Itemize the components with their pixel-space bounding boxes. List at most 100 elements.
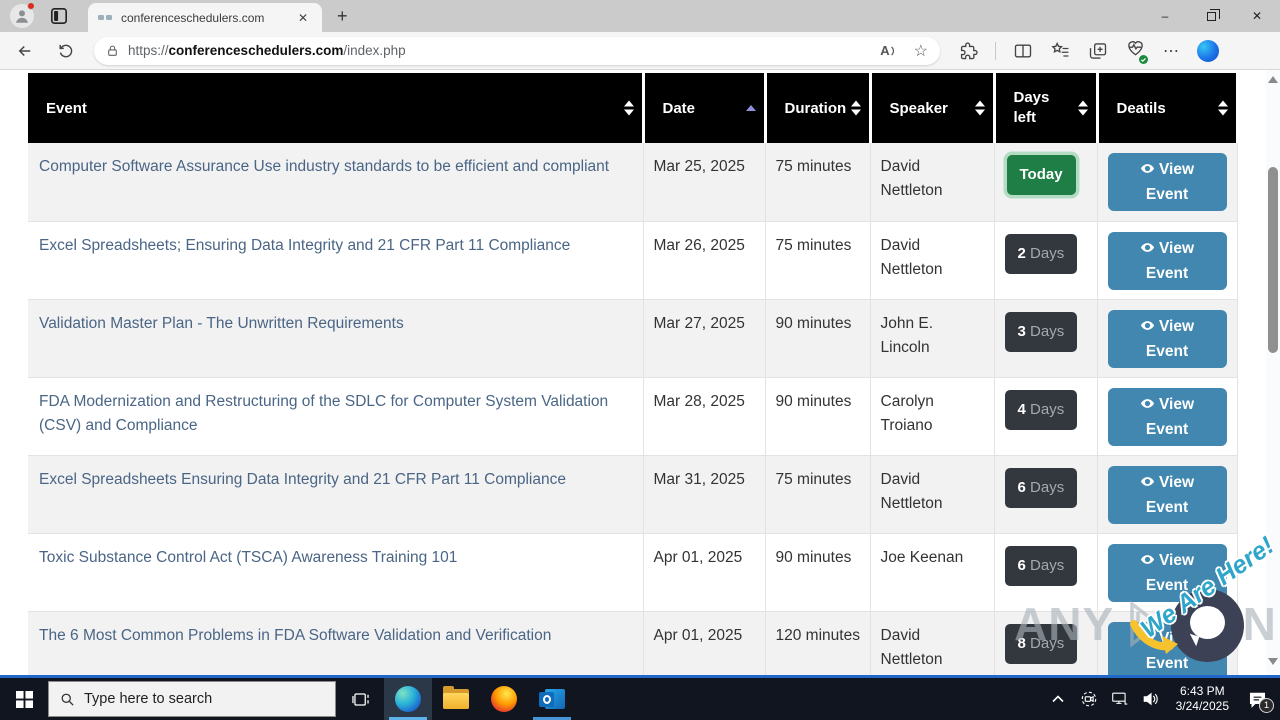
- taskbar-explorer-button[interactable]: [432, 678, 480, 720]
- tray-chevron-icon[interactable]: [1046, 685, 1070, 713]
- event-link[interactable]: FDA Modernization and Restructuring of t…: [39, 392, 609, 434]
- details-cell: View Event: [1097, 299, 1238, 378]
- event-link[interactable]: Excel Spreadsheets Ensuring Data Integri…: [39, 470, 566, 488]
- date-cell: Mar 28, 2025: [643, 377, 766, 456]
- start-button[interactable]: [0, 678, 48, 720]
- speaker-cell: David Nettleton: [870, 143, 995, 222]
- event-link[interactable]: Toxic Substance Control Act (TSCA) Aware…: [39, 548, 458, 566]
- favorite-star-icon[interactable]: ☆: [913, 42, 928, 60]
- copilot-icon[interactable]: [1197, 39, 1219, 62]
- taskbar-search-input[interactable]: Type here to search: [48, 681, 336, 717]
- scroll-down-icon[interactable]: [1268, 658, 1278, 668]
- details-cell: View Event: [1097, 533, 1238, 612]
- browser-titlebar: conferenceschedulers.com ✕ + – ✕: [0, 0, 1280, 32]
- view-event-button[interactable]: View Event: [1107, 543, 1227, 602]
- details-cell: View Event: [1097, 377, 1238, 456]
- sort-arrows-icon: [1217, 100, 1228, 116]
- read-aloud-icon[interactable]: A: [880, 43, 897, 58]
- event-link[interactable]: Validation Master Plan - The Unwritten R…: [39, 314, 404, 332]
- profile-avatar[interactable]: [10, 2, 35, 28]
- sort-arrows-icon: [850, 100, 861, 116]
- duration-cell: 120 minutes: [765, 611, 871, 675]
- view-event-button[interactable]: View Event: [1107, 387, 1227, 446]
- duration-cell: 75 minutes: [765, 143, 871, 222]
- taskbar-edge-button[interactable]: [384, 678, 432, 720]
- sort-arrows-icon: [974, 100, 985, 116]
- event-cell: Validation Master Plan - The Unwritten R…: [28, 299, 644, 378]
- extensions-icon[interactable]: [958, 41, 978, 61]
- split-screen-icon[interactable]: [1013, 41, 1033, 61]
- column-header-label: Event: [46, 99, 87, 117]
- restore-button[interactable]: [1188, 0, 1234, 32]
- volume-icon[interactable]: [1139, 685, 1163, 713]
- toolbar-divider: [995, 41, 996, 60]
- days-left-badge: 4 Days: [1004, 389, 1078, 430]
- taskbar-outlook-button[interactable]: [528, 678, 576, 720]
- tab-title: conferenceschedulers.com: [121, 10, 265, 25]
- minimize-button[interactable]: –: [1161, 9, 1169, 23]
- column-header[interactable]: Deatils: [1097, 73, 1239, 143]
- close-button[interactable]: ✕: [1251, 9, 1263, 23]
- edge-active-underline: [389, 717, 427, 720]
- collections-icon[interactable]: [1088, 41, 1108, 61]
- details-cell: View Event: [1097, 611, 1238, 675]
- view-event-button[interactable]: View Event: [1107, 621, 1227, 675]
- back-button[interactable]: [10, 36, 40, 66]
- action-center-button[interactable]: 1: [1242, 684, 1274, 714]
- url-domain: conferenceschedulers.com: [168, 43, 344, 58]
- refresh-button[interactable]: [50, 36, 80, 66]
- browser-tab[interactable]: conferenceschedulers.com ✕: [88, 3, 322, 32]
- speaker-cell: Carolyn Troiano: [870, 377, 995, 456]
- view-event-button[interactable]: View Event: [1107, 465, 1227, 524]
- search-icon: [61, 693, 74, 706]
- workspaces-icon[interactable]: [50, 7, 68, 25]
- scrollbar-thumb[interactable]: [1268, 167, 1278, 353]
- column-header[interactable]: Days left: [994, 73, 1099, 143]
- edge-icon: [395, 686, 421, 712]
- column-header[interactable]: Date: [643, 73, 767, 143]
- settings-more-icon[interactable]: ⋯: [1163, 42, 1180, 60]
- speaker-cell: David Nettleton: [870, 455, 995, 534]
- table-row: Computer Software Assurance Use industry…: [28, 143, 1238, 222]
- date-cell: Mar 25, 2025: [643, 143, 766, 222]
- table-row: The 6 Most Common Problems in FDA Softwa…: [28, 611, 1238, 675]
- date-cell: Apr 01, 2025: [643, 611, 766, 675]
- eye-icon: [1140, 398, 1155, 408]
- column-header-label: Speaker: [889, 99, 948, 117]
- page-scrollbar[interactable]: [1266, 70, 1280, 675]
- days-left-cell: Today: [994, 143, 1098, 222]
- task-view-button[interactable]: [336, 678, 384, 720]
- browser-essentials-icon[interactable]: [1125, 38, 1148, 64]
- address-bar[interactable]: https://conferenceschedulers.com/index.p…: [94, 36, 940, 65]
- taskbar-clock[interactable]: 6:43 PM 3/24/2025: [1176, 684, 1229, 714]
- window-accent-border: [0, 675, 1280, 678]
- clock-date: 3/24/2025: [1175, 699, 1229, 713]
- duration-cell: 75 minutes: [765, 221, 871, 300]
- clock-time: 6:43 PM: [1179, 684, 1225, 698]
- meet-now-icon[interactable]: [1077, 685, 1101, 713]
- duration-cell: 90 minutes: [765, 299, 871, 378]
- view-event-button[interactable]: View Event: [1107, 309, 1227, 368]
- lock-icon[interactable]: [106, 44, 119, 58]
- taskbar-firefox-button[interactable]: [480, 678, 528, 720]
- column-header[interactable]: Event: [28, 73, 645, 143]
- scroll-up-icon[interactable]: [1268, 76, 1278, 86]
- tab-close-icon[interactable]: ✕: [297, 10, 308, 25]
- event-link[interactable]: Excel Spreadsheets; Ensuring Data Integr…: [39, 236, 571, 254]
- days-left-badge: 6 Days: [1004, 545, 1078, 586]
- event-link[interactable]: The 6 Most Common Problems in FDA Softwa…: [39, 626, 552, 644]
- event-cell: FDA Modernization and Restructuring of t…: [28, 377, 644, 456]
- event-link[interactable]: Computer Software Assurance Use industry…: [39, 158, 610, 175]
- view-event-button[interactable]: View Event: [1107, 153, 1227, 211]
- days-left-cell: 6 Days: [994, 533, 1098, 612]
- column-header[interactable]: Speaker: [870, 73, 996, 143]
- new-tab-button[interactable]: +: [337, 6, 348, 26]
- favorites-bar-icon[interactable]: [1050, 41, 1071, 61]
- network-icon[interactable]: [1108, 685, 1132, 713]
- sort-arrows-icon: [1077, 100, 1088, 116]
- column-header-label: Deatils: [1116, 99, 1166, 117]
- table-row: Excel Spreadsheets; Ensuring Data Integr…: [28, 221, 1238, 300]
- table-body: Computer Software Assurance Use industry…: [28, 143, 1238, 675]
- view-event-button[interactable]: View Event: [1107, 231, 1227, 290]
- column-header[interactable]: Duration: [765, 73, 872, 143]
